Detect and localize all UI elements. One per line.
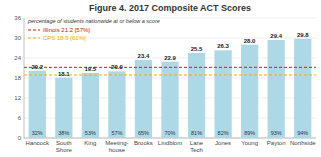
data-label: 28.0 bbox=[244, 38, 256, 44]
x-tick-label-line: Payton bbox=[267, 140, 286, 146]
bar bbox=[55, 78, 72, 138]
chart: Figure 4. 2017 Composite ACT Scores 0 6 12 1… bbox=[0, 0, 321, 157]
percentage-label: 81% bbox=[191, 130, 202, 136]
percentage-label: 65% bbox=[138, 130, 149, 136]
plot-area bbox=[24, 39, 316, 138]
reference-label: CPS 18.9 [61%] bbox=[43, 35, 86, 41]
reference-key bbox=[28, 30, 40, 31]
y-axis bbox=[24, 18, 25, 138]
x-tick-label: Meeting-house bbox=[105, 140, 128, 153]
x-tick-label: Jones bbox=[215, 140, 231, 146]
bar bbox=[294, 39, 311, 138]
bar bbox=[268, 40, 285, 138]
data-label: 20.2 bbox=[31, 64, 43, 70]
bar bbox=[188, 53, 205, 138]
x-tick-label-line: Northside bbox=[290, 140, 316, 146]
y-tick-label: 36 bbox=[14, 15, 21, 21]
x-tick-label-line: Meeting- bbox=[105, 140, 128, 146]
percentage-label: 70% bbox=[164, 130, 175, 136]
bar bbox=[241, 45, 258, 138]
x-tick-label-line: Hancock bbox=[26, 140, 50, 146]
percentage-label: 93% bbox=[271, 130, 282, 136]
x-tick-label: King bbox=[84, 140, 96, 146]
bar bbox=[214, 50, 231, 138]
y-tick-label: 12 bbox=[14, 95, 21, 101]
x-tick-label: Hancock bbox=[26, 140, 50, 146]
data-label: 20.0 bbox=[111, 64, 123, 70]
x-tick-label: Lindblom bbox=[158, 140, 182, 146]
y-tick-label: 24 bbox=[14, 55, 21, 61]
x-tick-label-line: Tech bbox=[190, 147, 203, 153]
x-tick-label-line: Lindblom bbox=[158, 140, 182, 146]
x-tick-label: SouthShore bbox=[56, 140, 73, 153]
data-label: 25.5 bbox=[191, 46, 203, 52]
x-tick-label-line: Young bbox=[241, 140, 258, 146]
data-label: 29.4 bbox=[270, 33, 282, 39]
data-label: 23.4 bbox=[138, 53, 150, 59]
bar bbox=[29, 71, 46, 138]
reference-key bbox=[28, 38, 40, 39]
x-tick-label-line: Lane bbox=[190, 140, 204, 146]
data-label: 29.8 bbox=[297, 32, 309, 38]
bar bbox=[161, 62, 178, 138]
bar bbox=[82, 73, 99, 138]
bar bbox=[135, 60, 152, 138]
x-tick-label-line: Jones bbox=[215, 140, 231, 146]
x-tick-label: Payton bbox=[267, 140, 286, 146]
x-tick-label: Young bbox=[241, 140, 258, 146]
data-label: 26.3 bbox=[217, 43, 229, 49]
note: percentage of students nationwide at or … bbox=[27, 18, 160, 24]
y-tick-label: 18 bbox=[14, 75, 21, 81]
data-label: 19.5 bbox=[85, 66, 97, 72]
percentage-label: 53% bbox=[85, 130, 96, 136]
percentage-label: 94% bbox=[297, 130, 308, 136]
x-tick-label-line: Shore bbox=[56, 147, 73, 153]
bar bbox=[108, 71, 125, 138]
reference-label: Illinois 21.2 [57%] bbox=[43, 27, 90, 33]
title: Figure 4. 2017 Composite ACT Scores bbox=[89, 3, 251, 13]
x-tick-label-line: South bbox=[56, 140, 72, 146]
percentage-label: 89% bbox=[244, 130, 255, 136]
y-tick-label: 30 bbox=[14, 35, 21, 41]
percentage-label: 32% bbox=[32, 130, 43, 136]
data-label: 18.1 bbox=[58, 71, 70, 77]
y-tick-label: 0 bbox=[18, 135, 22, 141]
y-tick-label: 6 bbox=[18, 115, 22, 121]
x-tick-label-line: Brooks bbox=[134, 140, 153, 146]
x-tick-label: LaneTech bbox=[190, 140, 204, 153]
percentage-label: 82% bbox=[218, 130, 229, 136]
data-label: 22.9 bbox=[164, 55, 176, 61]
x-tick-label-line: house bbox=[109, 147, 126, 153]
reference-line bbox=[24, 67, 316, 68]
percentage-label: 57% bbox=[111, 130, 122, 136]
x-tick-label-line: King bbox=[84, 140, 96, 146]
x-tick-label: Northside bbox=[290, 140, 316, 146]
percentage-label: 38% bbox=[58, 130, 69, 136]
x-tick-label: Brooks bbox=[134, 140, 153, 146]
